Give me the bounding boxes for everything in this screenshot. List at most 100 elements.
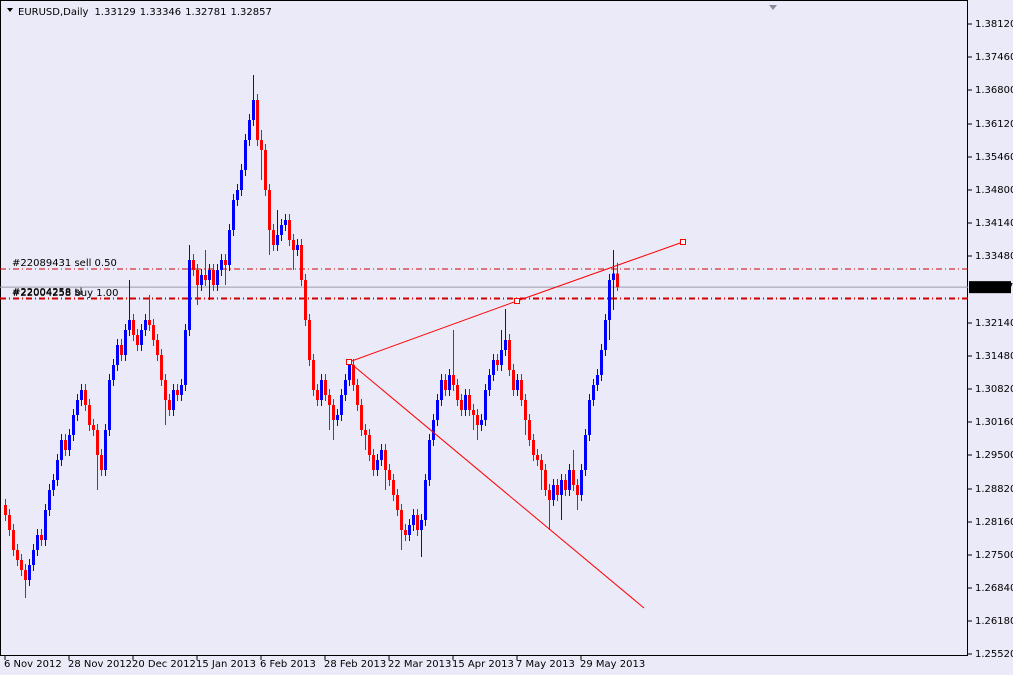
x-tick-label: 28 Feb 2013: [324, 659, 386, 670]
candle-body: [468, 395, 471, 410]
candle-body: [504, 340, 507, 350]
candle-body: [388, 470, 391, 480]
candle-body: [308, 320, 311, 360]
plot-frame: [0, 0, 968, 656]
candle-body: [348, 365, 351, 380]
y-tick-label: 1.31480: [975, 351, 1013, 362]
candle-body: [116, 345, 119, 365]
order-label: #22004258 sl: [12, 287, 82, 298]
trendline: [348, 361, 645, 609]
candle-body: [244, 140, 247, 170]
candle-body: [132, 320, 135, 335]
candle-body: [276, 235, 279, 245]
candle-body: [568, 470, 571, 490]
symbol: EURUSD,Daily: [18, 7, 89, 18]
candle-body: [204, 275, 207, 280]
x-tick-label: 15 Apr 2013: [452, 659, 514, 670]
candle-body: [4, 505, 7, 515]
candle-body: [212, 270, 215, 285]
y-tick-label: 1.36800: [975, 85, 1013, 96]
candle-body: [556, 485, 559, 495]
candle-body: [316, 390, 319, 400]
candle-body: [280, 225, 283, 235]
close-value: 1.32857: [231, 7, 272, 18]
candle-body: [32, 550, 35, 565]
candle-body: [268, 190, 271, 230]
candle-body: [76, 400, 79, 415]
chart-header: EURUSD,Daily 1.33129 1.33346 1.32781 1.32857: [18, 7, 272, 18]
candle-body: [180, 385, 183, 395]
candle-body: [548, 490, 551, 500]
candle-body: [320, 380, 323, 400]
candle-body: [264, 150, 267, 190]
candle-body: [64, 440, 67, 450]
candle-body: [580, 470, 583, 495]
candle-body: [340, 395, 343, 415]
candle-body: [300, 245, 303, 280]
x-tick-label: 28 Nov 2012: [68, 659, 132, 670]
candle-body: [56, 460, 59, 480]
candle-body: [52, 480, 55, 490]
candle-body: [372, 455, 375, 470]
collapse-arrow[interactable]: [7, 8, 13, 12]
candle-body: [476, 415, 479, 425]
candle-body: [376, 460, 379, 470]
candle-body: [252, 100, 255, 120]
y-tick-label: 1.28160: [975, 517, 1013, 528]
candle-body: [24, 570, 27, 580]
candle-body: [160, 355, 163, 380]
price-label-box: [969, 281, 1011, 294]
candle-body: [220, 260, 223, 270]
candle-body: [408, 525, 411, 535]
candle-body: [96, 430, 99, 455]
candle-body: [360, 405, 363, 430]
candle-body: [484, 390, 487, 420]
shift-marker[interactable]: [769, 5, 777, 10]
candle-body: [248, 120, 251, 140]
candle-body: [508, 340, 511, 370]
candle-body: [460, 400, 463, 410]
candle-body: [324, 380, 327, 395]
candle-body: [312, 360, 315, 390]
candle-body: [444, 380, 447, 390]
candle-body: [416, 515, 419, 530]
candle-body: [392, 480, 395, 495]
candle-body: [60, 440, 63, 460]
candle-body: [304, 280, 307, 320]
candle-body: [164, 380, 167, 400]
candle-body: [608, 280, 611, 320]
candle-body: [200, 275, 203, 285]
candle-body: [336, 415, 339, 420]
y-tick-label: 1.29500: [975, 450, 1013, 461]
candle-body: [564, 480, 567, 490]
x-tick-label: 15 Jan 2013: [196, 659, 256, 670]
candle-body: [400, 510, 403, 530]
candle-body: [120, 345, 123, 355]
candle-body: [88, 405, 91, 425]
candle-body: [288, 220, 291, 240]
candle-body: [364, 430, 367, 435]
candle-body: [380, 450, 383, 460]
candle-body: [532, 440, 535, 455]
candle-body: [584, 435, 587, 470]
y-tick-label: 1.30160: [975, 417, 1013, 428]
y-tick-label: 1.34800: [975, 185, 1013, 196]
candle-body: [464, 395, 467, 410]
candle-body: [604, 320, 607, 350]
candle-body: [368, 435, 371, 455]
y-tick-label: 1.36120: [975, 119, 1013, 130]
candle-body: [432, 420, 435, 440]
candle-body: [112, 365, 115, 380]
y-tick-label: 1.32140: [975, 318, 1013, 329]
candle-body: [136, 335, 139, 345]
y-tick-label: 1.27500: [975, 550, 1013, 561]
candle-body: [612, 273, 615, 280]
candle-body: [84, 390, 87, 405]
candle-body: [356, 385, 359, 405]
candle-body: [384, 450, 387, 470]
candle-body: [108, 380, 111, 430]
high-value: 1.33346: [140, 7, 181, 18]
candle-body: [236, 190, 239, 200]
y-tick-label: 1.38120: [975, 19, 1013, 30]
